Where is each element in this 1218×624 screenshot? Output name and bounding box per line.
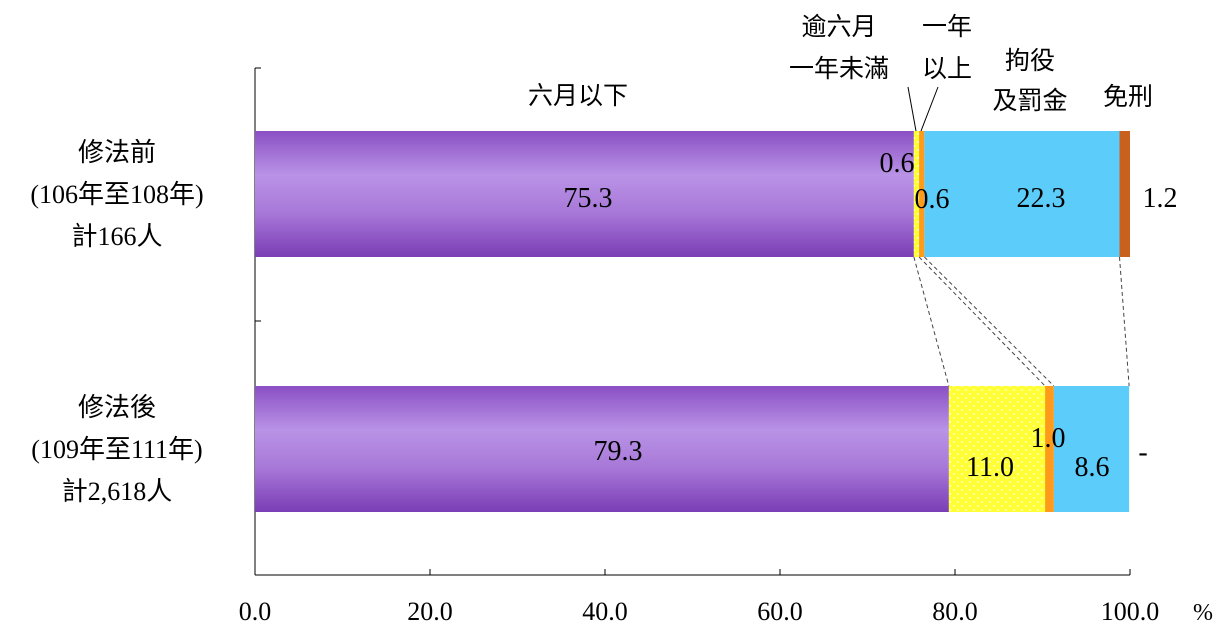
- bar-segment-逾六月一年未滿: [913, 131, 920, 257]
- x-tick-label: 40.0: [582, 597, 628, 624]
- data-label-逾六月一年未滿: 11.0: [966, 452, 1014, 483]
- x-tick-label: 0.0: [239, 597, 272, 624]
- bar-segment-一年以上: [919, 131, 925, 257]
- data-label-拘役及罰金: 8.6: [1075, 452, 1110, 483]
- bar-segment-六月以下: [255, 386, 949, 512]
- axes: 0.0 20.0 40.0 60.0 80.0 100.0%: [239, 67, 1213, 624]
- series-header-拘役及罰金: 及罰金: [992, 87, 1067, 115]
- connector-line: [913, 256, 950, 387]
- connector-lines: [913, 256, 1130, 387]
- bar-segment-六月以下: [255, 131, 914, 257]
- connector-line: [918, 256, 1046, 387]
- category-label-line: 計166人: [71, 222, 162, 251]
- data-label-逾六月一年未滿: 0.6: [880, 148, 915, 179]
- series-header-免刑: 免刑: [1103, 83, 1153, 111]
- series-header-六月以下: 六月以下: [528, 82, 628, 110]
- bar-segment-一年以上: [1045, 386, 1054, 512]
- x-tick-label: 60.0: [757, 597, 803, 624]
- series-header-一年以上: 以上: [922, 55, 972, 83]
- x-tick-label: 20.0: [407, 597, 453, 624]
- category-label-line: (109年至111年): [31, 435, 202, 464]
- category-label-line: 修法後: [78, 393, 156, 422]
- category-label-line: 修法前: [78, 138, 156, 167]
- x-tick-label: 80.0: [932, 597, 978, 624]
- data-label-六月以下: 75.3: [564, 183, 613, 214]
- x-tick-label: 100.0: [1101, 597, 1160, 624]
- data-label-拘役及罰金: 22.3: [1017, 183, 1066, 214]
- data-label-一年以上: 1.0: [1031, 423, 1066, 454]
- series-header-逾六月一年未滿: 一年未滿: [789, 55, 889, 83]
- data-label-免刑: -: [1138, 437, 1147, 468]
- bar-segment-拘役及罰金: [1053, 386, 1130, 512]
- data-label-六月以下: 79.3: [594, 436, 643, 467]
- leader-line: [920, 86, 939, 132]
- bar-segment-拘役及罰金: [924, 131, 1120, 257]
- leader-line: [907, 86, 917, 132]
- category-label-line: (106年至108年): [30, 180, 203, 209]
- bar-segment-免刑: [1119, 131, 1130, 257]
- data-label-一年以上: 0.6: [915, 184, 950, 215]
- series-header-一年以上: 一年: [922, 13, 972, 41]
- data-label-免刑: 1.2: [1143, 183, 1178, 214]
- connector-line: [1119, 256, 1130, 387]
- bars: [255, 131, 1130, 512]
- series-header-拘役及罰金: 拘役: [1005, 47, 1055, 75]
- x-unit-label: %: [1193, 600, 1213, 624]
- bar-segment-逾六月一年未滿: [948, 386, 1046, 512]
- series-header-逾六月一年未滿: 逾六月: [801, 13, 876, 41]
- category-label-line: 計2,618人: [62, 477, 173, 506]
- connector-line: [924, 256, 1055, 387]
